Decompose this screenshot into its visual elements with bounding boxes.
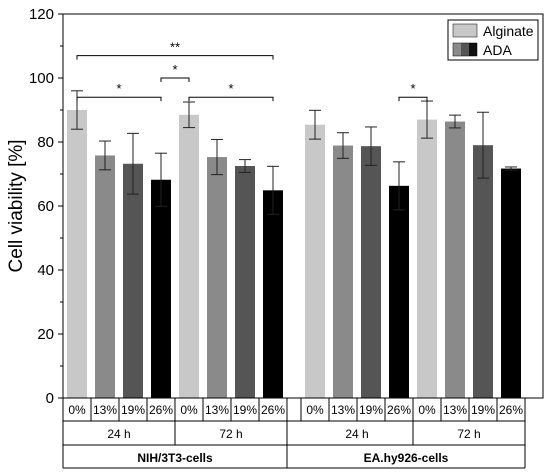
significance-label: *: [228, 81, 233, 96]
significance-bracket: [76, 55, 274, 60]
bar: [235, 166, 255, 398]
bar: [67, 110, 87, 398]
category-label: 13%: [443, 403, 467, 417]
legend-swatch-alginate: [452, 23, 478, 38]
category-label: 26%: [261, 403, 285, 417]
bar: [389, 185, 409, 398]
bars: [67, 90, 521, 399]
y-tick-label: 120: [29, 6, 54, 23]
legend-swatch-ada-segment: [453, 43, 461, 56]
bar: [151, 179, 171, 398]
time-group-label: 72 h: [457, 427, 480, 441]
significance-label: *: [116, 81, 121, 96]
axes: 0 20 40 60 80 100 120 Cell viability [%]: [6, 6, 544, 407]
category-label: 26%: [499, 403, 523, 417]
bar: [501, 168, 521, 398]
significance-bracket: [398, 96, 428, 102]
time-group-label: 24 h: [345, 427, 368, 441]
bar: [95, 155, 115, 398]
y-tick-label: 100: [29, 70, 54, 87]
bar: [333, 145, 353, 398]
bar: [445, 121, 465, 399]
y-axis-label: Cell viability [%]: [6, 139, 27, 272]
category-label: 19%: [121, 403, 145, 417]
category-label: 0%: [418, 403, 436, 417]
significance-label: *: [410, 81, 415, 96]
category-label: 26%: [149, 403, 173, 417]
category-table: 0% 13% 19% 26% 0% 13% 19% 26% 0% 13% 19% 26% 0% 13% 19…: [62, 397, 526, 469]
bar: [361, 146, 381, 398]
legend-swatch-ada-segment: [469, 43, 477, 56]
category-label: 0%: [180, 403, 198, 417]
legend-label: Alginate: [483, 23, 534, 39]
significance-label: **: [170, 40, 180, 55]
significance-brackets: **** * *: [76, 40, 428, 102]
significance-bracket: [188, 96, 274, 102]
category-label: 19%: [359, 403, 383, 417]
significance-label: *: [172, 62, 177, 77]
significance-bracket: [76, 96, 162, 102]
bar: [207, 157, 227, 398]
bar: [123, 163, 143, 398]
bar: [417, 119, 437, 398]
bar: [305, 124, 325, 398]
time-group-label: 24 h: [107, 427, 130, 441]
y-tick-label: 80: [37, 134, 54, 151]
legend: Alginate ADA: [447, 19, 539, 61]
legend-label: ADA: [483, 42, 512, 58]
significance-bracket: [160, 77, 190, 82]
bar: [263, 190, 283, 398]
category-label: 19%: [471, 403, 495, 417]
category-label: 13%: [93, 403, 117, 417]
category-label: 13%: [205, 403, 229, 417]
category-label: 13%: [331, 403, 355, 417]
cell-group-label: NIH/3T3-cells: [137, 451, 213, 465]
category-label: 26%: [387, 403, 411, 417]
y-tick-label: 0: [46, 390, 54, 407]
legend-swatch-ada-segment: [461, 43, 469, 56]
y-tick-label: 60: [37, 198, 54, 215]
category-label: 19%: [233, 403, 257, 417]
time-group-label: 72 h: [219, 427, 242, 441]
bar: [473, 145, 493, 398]
legend-swatch-ada: [452, 42, 478, 57]
y-tick-label: 40: [37, 262, 54, 279]
bar: [179, 114, 199, 399]
y-tick-label: 20: [37, 326, 54, 343]
category-label: 0%: [306, 403, 324, 417]
cell-group-label: EA.hy926-cells: [364, 451, 449, 465]
category-label: 0%: [68, 403, 86, 417]
